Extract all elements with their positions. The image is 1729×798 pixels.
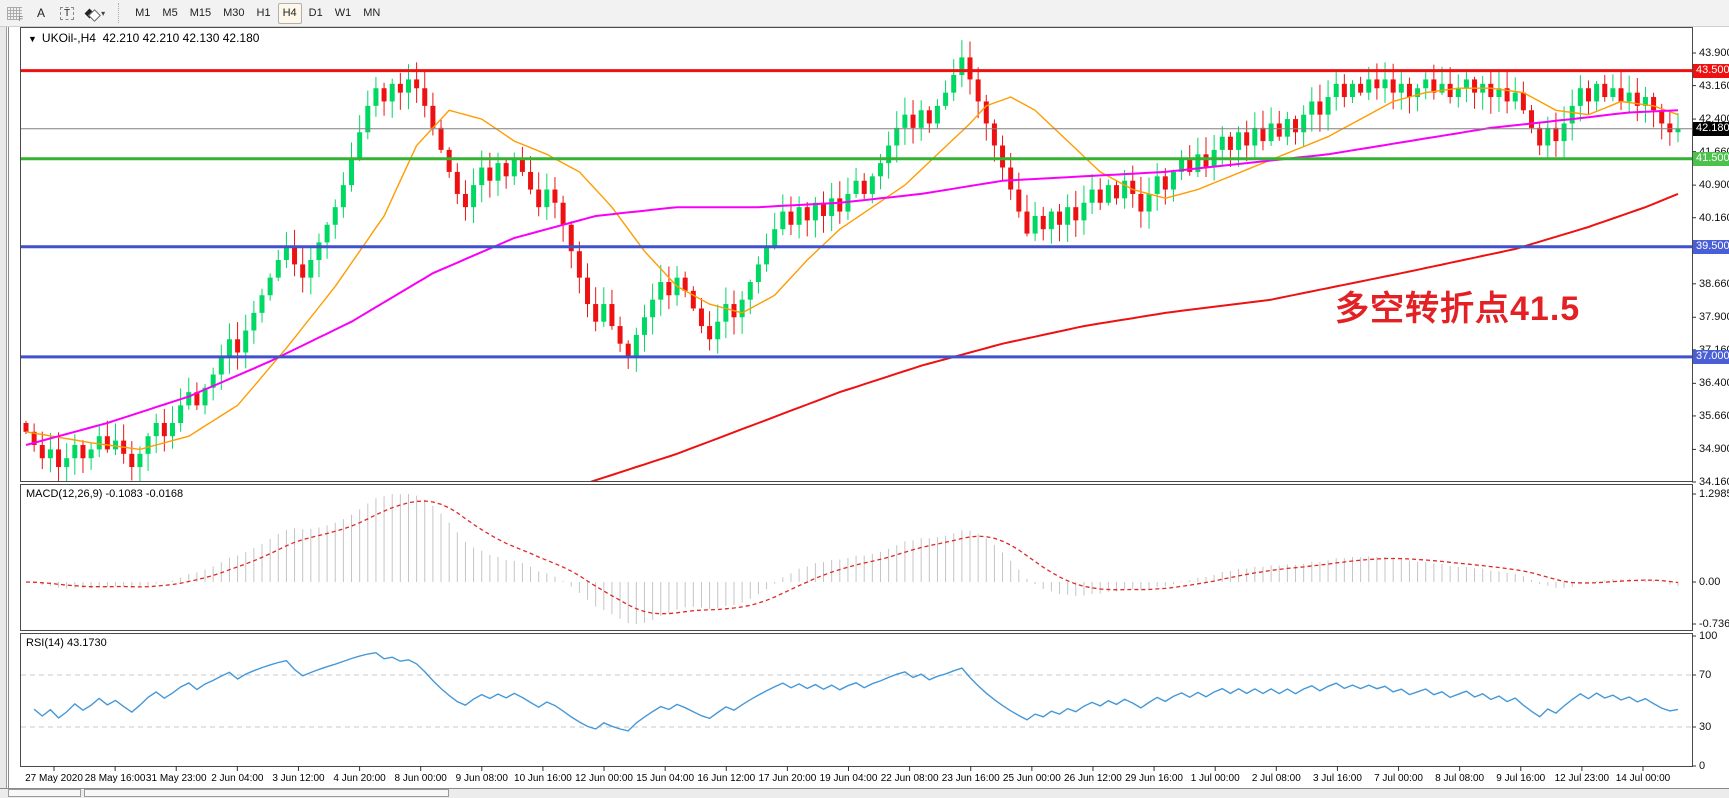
timeframe-button-mn[interactable]: MN	[363, 7, 381, 19]
chinese-annotation-text: 多空转折点41.5	[1335, 290, 1581, 328]
chart-title: ▼ UKOil-,H4 42.210 42.210 42.130 42.180	[28, 31, 259, 45]
time-axis-label: 14 Jul 00:00	[1615, 773, 1671, 784]
price-badge: 43.500	[1693, 63, 1729, 78]
time-axis-label: 2 Jul 08:00	[1251, 773, 1301, 784]
time-axis-label: 3 Jul 16:00	[1312, 773, 1362, 784]
time-axis-label: 9 Jun 08:00	[455, 773, 508, 784]
axis-tick-label: 1.2985	[1699, 488, 1729, 500]
axis-tick-label: 70	[1699, 669, 1712, 681]
main-chart-panel[interactable]	[20, 27, 1693, 482]
axis-tick-label: 43.160	[1699, 79, 1729, 92]
price-badge: 42.180	[1693, 121, 1729, 136]
time-axis-label: 17 Jun 20:00	[758, 773, 817, 784]
left-edge-strip	[0, 27, 7, 797]
axis-tick-label: 34.900	[1699, 443, 1729, 456]
time-axis-label: 25 Jun 00:00	[1002, 773, 1061, 784]
time-axis-label: 3 Jun 12:00	[272, 773, 325, 784]
chevron-down-icon: ▾	[101, 8, 106, 18]
time-axis-label: 28 May 16:00	[84, 773, 146, 784]
arrow-pointer-button[interactable]: A	[29, 3, 53, 24]
time-axis-label: 4 Jun 20:00	[333, 773, 386, 784]
time-axis-label: 12 Jun 00:00	[575, 773, 633, 784]
axis-tick-label: 37.900	[1699, 311, 1729, 324]
time-axis-label: 10 Jun 16:00	[514, 773, 572, 784]
grid-icon: F	[7, 6, 23, 23]
chart-ohlc-values: 42.210 42.210 42.130 42.180	[102, 31, 260, 45]
chart-symbol-label: UKOil-,H4	[41, 31, 96, 45]
time-axis-label: 2 Jun 04:00	[211, 773, 264, 784]
price-badge: 37.000	[1693, 349, 1729, 364]
chart-dropdown-icon[interactable]: ▼	[28, 34, 37, 44]
macd-indicator-label: MACD(12,26,9) -0.1083 -0.0168	[26, 488, 184, 500]
axis-tick-label: 34.160	[1699, 476, 1729, 488]
axis-tick-label: 100	[1699, 630, 1718, 642]
axis-tick-label: -0.7362	[1699, 618, 1729, 630]
timeframe-button-h1[interactable]: H1	[256, 7, 271, 19]
window-border	[8, 27, 9, 797]
timeframe-button-m5[interactable]: M5	[162, 7, 178, 19]
axis-tick-label: 30	[1699, 721, 1712, 733]
axis-tick-label: 36.400	[1699, 377, 1729, 390]
time-axis-label: 27 May 2020	[25, 773, 83, 784]
time-axis-label: 15 Jun 04:00	[636, 773, 695, 784]
text-label-icon: T	[60, 6, 75, 20]
letter-a-icon: A	[36, 6, 45, 20]
time-axis-label: 1 Jul 00:00	[1190, 773, 1240, 784]
price-badge: 39.500	[1693, 239, 1729, 254]
axis-tick-label: 40.160	[1699, 211, 1729, 224]
timeframe-button-w1[interactable]: W1	[334, 7, 352, 19]
axis-tick-label: 38.660	[1699, 277, 1729, 290]
time-axis-label: 31 May 23:00	[145, 773, 207, 784]
axis-tick-label: 43.900	[1699, 47, 1729, 59]
timeframe-button-h4[interactable]: H4	[277, 2, 302, 24]
time-axis-label: 8 Jun 00:00	[394, 773, 447, 784]
time-axis-label: 12 Jul 23:00	[1554, 773, 1610, 784]
time-axis-label: 19 Jun 04:00	[819, 773, 878, 784]
time-axis-label: 29 Jun 16:00	[1125, 773, 1183, 784]
axis-tick-label: 0.00	[1699, 576, 1721, 588]
time-axis-label: 8 Jul 08:00	[1435, 773, 1485, 784]
chart-tab[interactable]	[84, 789, 449, 797]
timeframe-button-group: M1 M5 M15 M30 H1 H4 D1 W1 MN	[130, 2, 385, 24]
timeframe-button-m15[interactable]: M15	[189, 7, 212, 19]
price-badge: 41.500	[1693, 151, 1729, 166]
timeframe-button-m1[interactable]: M1	[135, 7, 151, 19]
bottom-tab-strip	[0, 788, 1729, 798]
time-axis-label: 7 Jul 00:00	[1374, 773, 1423, 784]
time-axis-label: 9 Jul 16:00	[1496, 773, 1546, 784]
timeframe-button-m30[interactable]: M30	[223, 7, 245, 19]
axis-tick-label: 35.660	[1699, 409, 1729, 422]
top-toolbar: F A T ▾ M1 M5 M15 M30 H1 H4 D1 W1 MN	[0, 0, 1729, 27]
time-axis-label: 16 Jun 12:00	[697, 773, 756, 784]
timeframe-button-d1[interactable]: D1	[308, 7, 323, 19]
axis-tick-label: 0	[1699, 760, 1706, 772]
time-axis-label: 26 Jun 12:00	[1064, 773, 1122, 784]
time-axis-label: 23 Jun 16:00	[941, 773, 1000, 784]
toolbar-separator	[118, 3, 125, 23]
axis-tick-label: 40.900	[1699, 179, 1729, 192]
text-label-button[interactable]: T	[55, 3, 79, 24]
time-axis-label: 22 Jun 08:00	[880, 773, 939, 784]
rsi-indicator-label: RSI(14) 43.1730	[26, 637, 107, 649]
chart-tab[interactable]	[8, 789, 81, 797]
objects-dropdown-button[interactable]: ▾	[81, 3, 110, 24]
grid-f-icon[interactable]: F	[2, 3, 27, 24]
rsi-panel[interactable]	[20, 633, 1693, 767]
